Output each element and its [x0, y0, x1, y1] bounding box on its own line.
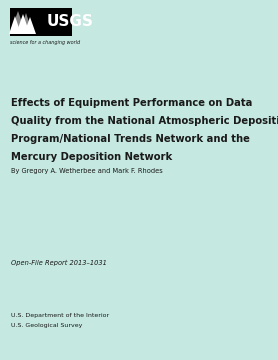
Text: Open-File Report 2013–1031: Open-File Report 2013–1031: [11, 260, 107, 266]
Polygon shape: [24, 17, 36, 34]
Text: Quality from the National Atmospheric Deposition: Quality from the National Atmospheric De…: [11, 116, 278, 126]
Text: USGS: USGS: [47, 14, 94, 30]
Polygon shape: [19, 13, 33, 34]
Polygon shape: [16, 14, 30, 34]
Text: Mercury Deposition Network: Mercury Deposition Network: [11, 152, 172, 162]
Text: science for a changing world: science for a changing world: [10, 40, 80, 45]
Polygon shape: [9, 16, 21, 34]
Text: U.S. Geological Survey: U.S. Geological Survey: [11, 323, 82, 328]
Text: By Gregory A. Wetherbee and Mark F. Rhodes: By Gregory A. Wetherbee and Mark F. Rhod…: [11, 168, 163, 174]
Text: Program/National Trends Network and the: Program/National Trends Network and the: [11, 134, 250, 144]
Polygon shape: [10, 11, 26, 34]
Text: Effects of Equipment Performance on Data: Effects of Equipment Performance on Data: [11, 98, 252, 108]
Text: U.S. Department of the Interior: U.S. Department of the Interior: [11, 313, 109, 318]
Bar: [10, 8, 72, 36]
